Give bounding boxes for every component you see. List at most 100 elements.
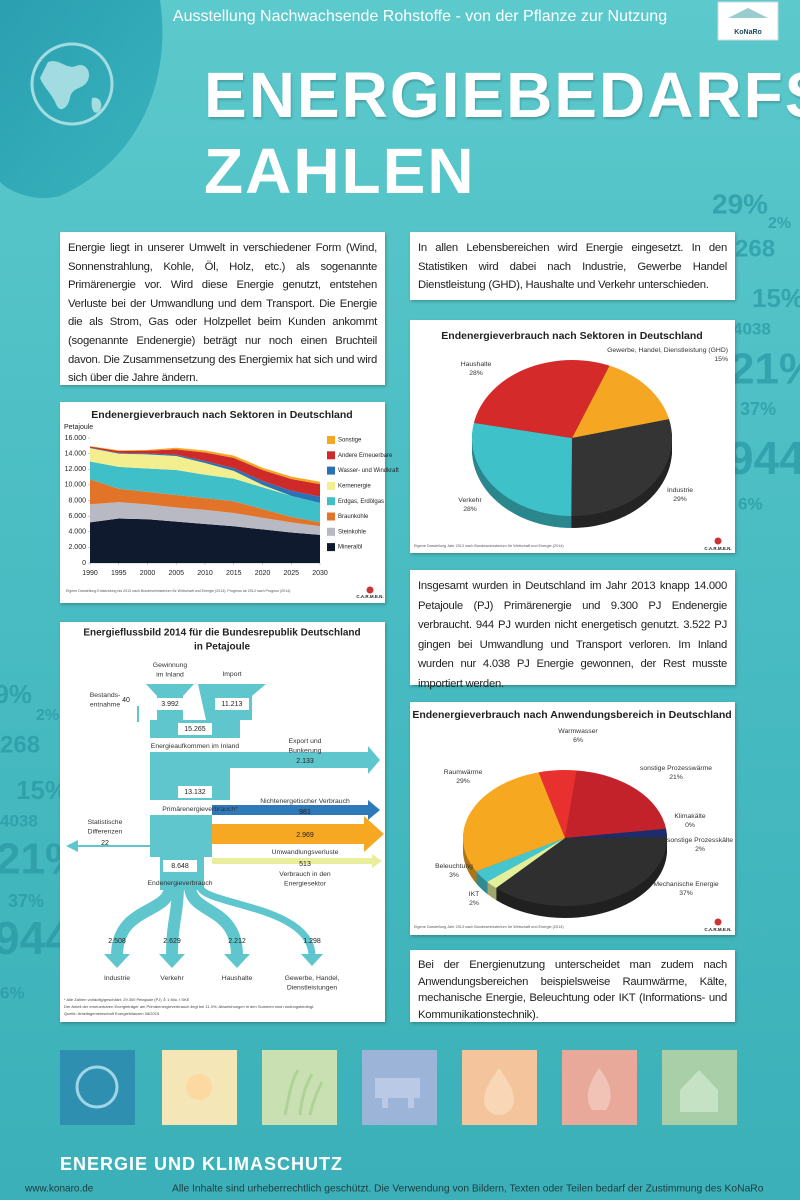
area-layer	[90, 446, 320, 497]
x-tick-label: 2025	[283, 570, 299, 577]
flow-value: 13.132	[184, 789, 206, 796]
x-tick-label: 2005	[168, 570, 184, 577]
main-title-line2: ZAHLEN	[204, 135, 476, 207]
flow-label: Nichtenergetischer Verbrauch	[260, 798, 350, 805]
flow-branches	[111, 884, 316, 957]
flow-value-box	[215, 698, 249, 710]
x-tick-label: 2015	[226, 570, 242, 577]
paragraph: In allen Lebensbereichen wird Energie ei…	[418, 242, 727, 292]
text-box	[410, 232, 735, 300]
flow-value-box	[163, 860, 197, 872]
flow-value: 981	[299, 809, 311, 816]
pie-label: Warmwasser	[558, 728, 598, 735]
flow-shapes	[66, 684, 384, 968]
flow-label: Energieaufkommen im Inland	[151, 743, 240, 750]
x-tick-label: 2000	[140, 570, 156, 577]
y-tick-label: 6.000	[68, 513, 86, 520]
pie-slice	[538, 769, 577, 838]
flow-arrow	[66, 840, 150, 852]
chart-source: Eigene Darstellung Jahr 2013 nach Bundes…	[414, 925, 564, 929]
decor-number: 2%	[36, 707, 59, 724]
decor-number: 944	[728, 432, 800, 484]
y-tick-label: 8.000	[68, 497, 86, 504]
icon-sun	[186, 1074, 212, 1100]
pie-slice	[571, 419, 673, 516]
pie-label: Beleuchtung	[435, 863, 473, 870]
x-tick-label: 2020	[255, 570, 271, 577]
source-logo-mark	[714, 537, 722, 545]
source-logo: C.A.R.M.E.N.	[704, 546, 731, 551]
flow-title: Energieflussbild 2014 für die Bundesrepu…	[83, 628, 360, 639]
flow-label: Differenzen	[88, 828, 123, 835]
pie-value-label: 0%	[685, 822, 695, 829]
flow-value: 11.213	[222, 701, 243, 708]
flow-label: Import	[222, 671, 241, 678]
legend-label: Erdgas, Erdölgas	[338, 499, 384, 505]
pie-value-label: 6%	[573, 737, 583, 744]
flow-value: 1.298	[303, 938, 321, 945]
charts: Endenergieverbrauch nach Sektoren in Deu…	[64, 330, 733, 1016]
icon-grass	[283, 1069, 324, 1116]
pie-value-label: 2%	[469, 900, 479, 907]
decor-numbers: 29%29%2%2%26826815%15%4038403821%21%37%3…	[0, 188, 800, 1002]
legend-swatch	[327, 451, 335, 460]
y-tick-label: 0	[82, 560, 86, 567]
pie-value-label: 28%	[463, 506, 477, 513]
flow-label: entnahme	[90, 701, 120, 708]
pie-slice	[495, 837, 667, 906]
text-box	[410, 950, 735, 1022]
pie-value-label: 21%	[669, 774, 683, 781]
chart-title: Endenergieverbrauch nach Anwendungsberei…	[412, 709, 731, 721]
flow-arrow	[212, 816, 384, 852]
area-layer	[90, 479, 320, 527]
decor-number: 6%	[0, 983, 25, 1002]
logo-text: KoNaRo	[734, 29, 762, 36]
flow-value: 513	[299, 861, 311, 868]
flow-value-box	[178, 786, 212, 798]
flow-label: Bunkerung	[289, 747, 322, 754]
decor-number: 15%	[16, 775, 68, 805]
chart-source: Eigene Darstellung Entwicklung bis 2013 …	[66, 589, 291, 593]
legend-label: Andere Erneuerbare	[338, 453, 393, 459]
pie-value-label: 37%	[679, 890, 693, 897]
legend-swatch	[327, 512, 335, 521]
flow-arrowheads	[104, 954, 323, 968]
icon-globe	[75, 1065, 119, 1109]
pie-slice	[565, 770, 667, 838]
flow-value: 15.265	[184, 726, 206, 733]
paragraph: Energie liegt in unserer Umwelt in versc…	[68, 242, 377, 385]
flow-label: Endenergieverbrauch	[148, 880, 213, 887]
legend-label: Sonstige	[338, 438, 362, 444]
legend-swatch	[327, 436, 335, 444]
pie-label: Mechanische Energie	[653, 881, 719, 888]
flow-arrow	[230, 746, 380, 774]
decor-number: 29%	[712, 188, 768, 219]
y-tick-label: 16.000	[65, 435, 87, 442]
pie-slice	[471, 422, 572, 516]
source-logo-mark	[366, 586, 374, 594]
flow-value: 22	[101, 840, 109, 847]
x-tick-label: 1990	[82, 570, 98, 577]
chart-source: Eigene Darstellung Jahr 2013 nach Bundes…	[414, 544, 564, 548]
pie-slice	[565, 828, 667, 838]
flow-note: Der Anteil der erneuerbaren Energieträge…	[64, 1004, 314, 1009]
pie-label: Raumwärme	[444, 769, 483, 776]
icon-cow	[375, 1078, 420, 1108]
flow-value-box	[153, 698, 187, 710]
flow-label: Verbrauch in den	[279, 871, 331, 878]
legend-swatch	[327, 543, 335, 552]
icon-tile	[60, 1050, 135, 1125]
flow-arrow	[212, 854, 382, 868]
flow-label: Gewinnung	[153, 662, 188, 669]
area-layer	[90, 461, 320, 523]
decor-number: 268	[735, 235, 775, 262]
leaf-shape	[0, 0, 163, 199]
decor-number: 4038	[733, 319, 771, 338]
area-layer	[90, 502, 320, 535]
pie-value-label: 29%	[456, 778, 470, 785]
legend-label: Wasser- und Windkraft	[338, 468, 399, 474]
flow-value: 2.508	[108, 938, 126, 945]
flow-label: Bestands-	[90, 692, 121, 699]
flow-title: in Petajoule	[194, 642, 251, 653]
